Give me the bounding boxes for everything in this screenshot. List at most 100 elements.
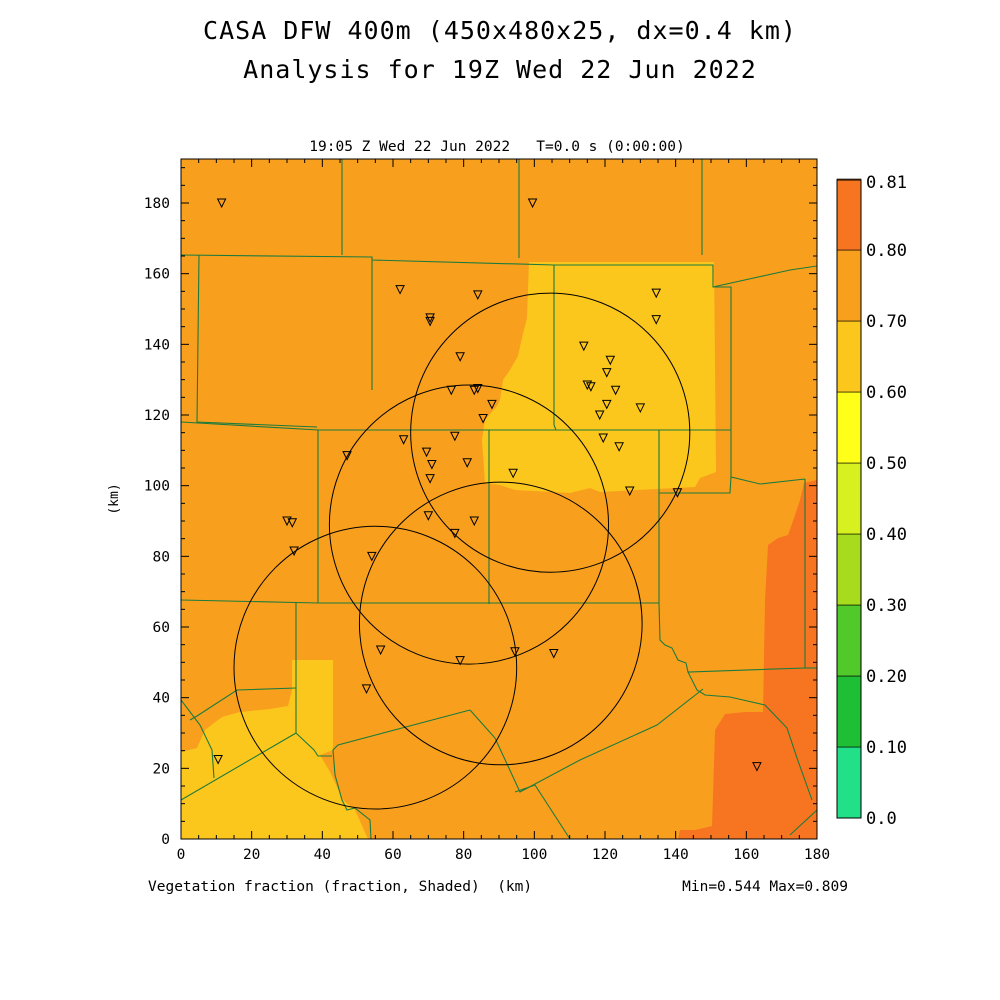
min-max-label: Min=0.544 Max=0.809 [682,879,848,895]
station-marker [651,315,662,325]
station-marker [586,382,596,392]
station-marker [487,399,497,410]
x-tick-label: 160 [733,847,759,863]
field-low-region-southwest [181,660,368,839]
station-marker [582,380,593,391]
x-tick-label: 60 [384,847,401,863]
colorbar-segment [836,178,862,251]
station-marker [455,656,465,666]
station-marker [287,518,298,528]
colorbar-label: 0.70 [866,312,907,332]
y-tick-label: 140 [144,337,170,353]
station-marker [605,355,616,366]
x-axis-labels: 0 20 40 60 80 100 120 140 160 180 [177,847,830,863]
colorbar-label: 0.10 [866,738,907,758]
axis-ticks [180,159,818,840]
station-marker [472,384,483,394]
station-marker [216,198,227,209]
colorbar-label: 0.20 [866,667,907,687]
station-marker [289,546,299,557]
station-marker [366,551,377,562]
station-marker [472,290,483,300]
y-tick-label: 60 [153,620,170,636]
x-tick-label: 20 [243,847,260,863]
station-marker [375,645,386,656]
station-marker [610,385,621,396]
y-axis-unit: (km) [107,483,122,514]
colorbar-segment [836,249,862,322]
station-marker [508,468,518,479]
colorbar-label: 0.81 [866,173,907,193]
y-tick-label: 20 [153,761,170,777]
colorbar-label: 0.60 [866,383,907,403]
colorbar-label: 0.40 [866,525,907,545]
colorbar-segment [836,533,862,606]
station-marker [455,352,465,362]
colorbar-segment [836,320,862,393]
colorbar-labels: 0.0 0.10 0.20 0.30 0.40 0.50 0.60 0.70 0… [866,173,907,829]
colorbar-frame [836,179,862,819]
station-marker [450,528,460,539]
station-marker [635,403,646,414]
station-marker [672,488,683,498]
x-tick-label: 180 [804,847,830,863]
colorbar-segment [836,746,862,819]
y-tick-label: 100 [144,479,170,495]
y-tick-label: 120 [144,408,170,424]
field-high-region-east [678,480,817,839]
y-tick-label: 80 [153,549,170,565]
x-tick-label: 0 [177,847,186,863]
radar-range-circle [410,292,691,573]
station-marker [478,414,488,424]
station-marker [469,516,480,527]
analysis-title: Analysis for 19Z Wed 22 Jun 2022 [243,55,757,84]
station-marker [601,399,612,410]
station-marker [425,474,435,484]
station-marker [510,647,520,657]
station-marker [450,431,460,442]
station-marker [425,316,435,327]
radar-range-circle [233,525,518,810]
station-marker [624,486,635,497]
station-marker [421,447,432,458]
station-marker [427,459,437,470]
station-marker [395,285,405,295]
station-marker [601,368,612,378]
radar-range-rings [233,292,691,810]
y-tick-label: 0 [161,832,170,848]
station-markers [213,198,762,772]
colorbar-label: 0.30 [866,596,907,616]
station-marker [423,511,434,521]
station-marker [614,442,624,452]
county-boundaries [181,159,817,839]
x-tick-label: 80 [455,847,472,863]
station-marker [425,313,435,323]
station-marker [651,288,662,299]
colorbar-segment [836,391,862,464]
x-tick-label: 100 [521,847,547,863]
station-marker [598,433,609,444]
main-title: CASA DFW 400m (450x480x25, dx=0.4 km) [203,16,797,45]
station-marker [342,451,352,461]
y-tick-label: 160 [144,267,170,283]
y-axis-labels: 0 20 40 60 80 100 120 140 160 180 [144,196,170,848]
y-tick-label: 180 [144,196,170,212]
variable-label: Vegetation fraction (fraction, Shaded) (… [148,879,532,895]
colorbar-label: 0.50 [866,454,907,474]
station-marker [213,755,223,765]
station-marker [361,684,372,694]
station-marker [398,435,409,445]
station-marker [548,649,559,659]
plot-subtitle: 19:05 Z Wed 22 Jun 2022 T=0.0 s (0:00:00… [309,139,684,155]
colorbar-label: 0.0 [866,809,897,829]
station-marker [527,198,538,209]
field-low-region-north [482,262,716,493]
x-tick-label: 120 [592,847,618,863]
x-tick-label: 40 [314,847,331,863]
vegetation-field [181,159,817,839]
station-marker [594,410,605,421]
radar-range-circle [328,384,610,665]
colorbar-label: 0.80 [866,241,907,261]
station-marker [578,341,589,352]
